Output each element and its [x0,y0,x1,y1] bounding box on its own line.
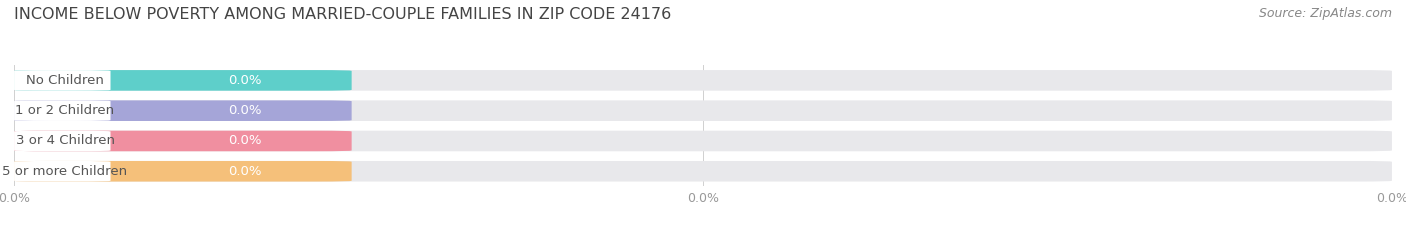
FancyBboxPatch shape [14,100,352,121]
FancyBboxPatch shape [14,161,1392,182]
FancyBboxPatch shape [14,161,111,182]
FancyBboxPatch shape [14,131,1392,151]
FancyBboxPatch shape [14,70,352,91]
Text: No Children: No Children [27,74,104,87]
Text: 3 or 4 Children: 3 or 4 Children [15,134,114,147]
FancyBboxPatch shape [14,100,1392,121]
Text: Source: ZipAtlas.com: Source: ZipAtlas.com [1258,7,1392,20]
FancyBboxPatch shape [14,161,352,182]
Text: 1 or 2 Children: 1 or 2 Children [15,104,115,117]
Text: 0.0%: 0.0% [228,104,262,117]
FancyBboxPatch shape [14,131,111,151]
Text: 0.0%: 0.0% [228,134,262,147]
FancyBboxPatch shape [14,70,1392,91]
FancyBboxPatch shape [14,131,352,151]
Text: 0.0%: 0.0% [228,165,262,178]
Text: 5 or more Children: 5 or more Children [3,165,128,178]
FancyBboxPatch shape [14,70,111,91]
FancyBboxPatch shape [14,100,111,121]
Text: INCOME BELOW POVERTY AMONG MARRIED-COUPLE FAMILIES IN ZIP CODE 24176: INCOME BELOW POVERTY AMONG MARRIED-COUPL… [14,7,671,22]
Text: 0.0%: 0.0% [228,74,262,87]
